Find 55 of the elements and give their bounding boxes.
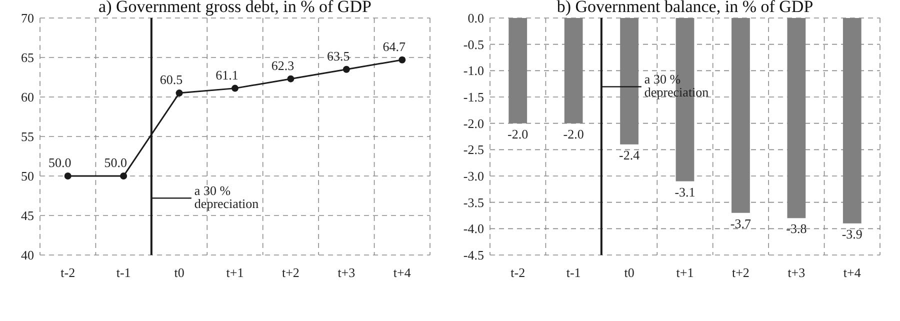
x-tick-label: t+1 — [226, 265, 244, 280]
y-tick-label: -1.0 — [463, 63, 484, 78]
data-label: -3.8 — [786, 221, 807, 236]
x-tick-label: t+3 — [338, 265, 356, 280]
y-tick-label: -0.5 — [463, 36, 484, 52]
y-tick-label: 45 — [21, 208, 34, 223]
x-tick-label: t-1 — [566, 265, 581, 280]
y-tick-label: -3.0 — [463, 168, 484, 184]
y-tick-label: -1.5 — [463, 90, 484, 104]
x-tick-label: t+4 — [843, 265, 862, 280]
y-tick-label: 60 — [21, 90, 34, 104]
data-label: 50.0 — [48, 155, 72, 170]
data-label: 62.3 — [271, 58, 294, 73]
x-tick-label: t-2 — [510, 265, 526, 280]
y-tick-label: 0.0 — [468, 10, 484, 26]
data-label: -3.7 — [730, 216, 752, 231]
x-tick-label: t+1 — [676, 265, 694, 280]
annotation: a 30 % depreciation — [194, 183, 260, 212]
point — [398, 56, 406, 64]
y-tick-label: -3.5 — [463, 194, 484, 210]
data-label: 61.1 — [216, 67, 238, 82]
y-tick-label: 70 — [21, 10, 34, 26]
y-tick-label: 55 — [21, 129, 34, 144]
data-label: -2.4 — [618, 147, 640, 162]
point — [64, 172, 72, 180]
data-label: 64.7 — [382, 38, 406, 54]
point — [232, 84, 238, 92]
point — [176, 90, 183, 97]
data-label: 63.5 — [327, 48, 350, 64]
data-label: -2.0 — [508, 126, 528, 142]
data-label: -3.9 — [842, 226, 862, 242]
chart-title: a) Government gross debt, in % of GDP — [98, 0, 372, 16]
y-tick-label: 50 — [21, 168, 34, 184]
point — [342, 66, 350, 73]
x-tick-label: t-1 — [116, 265, 131, 280]
chart-title: b) Government balance, in % of GDP — [556, 0, 814, 16]
y-tick-label: -2.5 — [463, 142, 484, 158]
data-label: -3.1 — [674, 184, 696, 200]
data-label: 50.0 — [104, 155, 127, 170]
point — [287, 75, 294, 82]
x-tick-label: t0 — [174, 265, 184, 280]
x-tick-label: t0 — [624, 265, 634, 280]
y-tick-label: 65 — [21, 50, 34, 65]
x-tick-label: t+4 — [393, 265, 412, 280]
x-tick-label: t+2 — [282, 265, 300, 280]
x-tick-label: t-2 — [60, 265, 76, 280]
x-tick-label: t+3 — [788, 265, 806, 280]
x-tick-label: t+2 — [732, 265, 750, 280]
y-tick-label: -2.0 — [463, 116, 484, 131]
y-tick-label: 40 — [21, 248, 34, 262]
y-tick-label: -4.0 — [463, 221, 484, 236]
y-tick-label: -4.5 — [463, 248, 484, 262]
data-label: -2.0 — [563, 126, 584, 142]
point — [120, 172, 128, 180]
data-label: 60.5 — [160, 72, 183, 88]
